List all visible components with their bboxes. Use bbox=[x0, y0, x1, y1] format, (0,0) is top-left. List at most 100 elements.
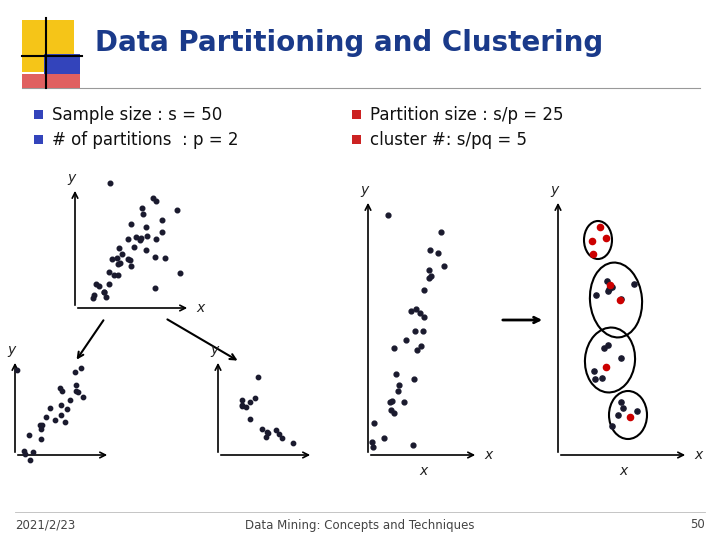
Point bbox=[130, 233, 142, 242]
Point bbox=[35, 435, 47, 443]
Point bbox=[150, 197, 162, 206]
Point bbox=[390, 370, 401, 379]
Point bbox=[140, 223, 152, 232]
Point bbox=[624, 413, 636, 421]
Point bbox=[399, 397, 410, 406]
Text: x: x bbox=[694, 448, 702, 462]
Point bbox=[612, 411, 624, 420]
Point bbox=[423, 274, 434, 282]
Point bbox=[415, 342, 427, 350]
Point bbox=[616, 295, 627, 303]
Text: y: y bbox=[67, 171, 75, 185]
Text: x: x bbox=[419, 464, 427, 478]
Point bbox=[116, 249, 127, 258]
Point bbox=[37, 421, 48, 429]
Point bbox=[389, 409, 400, 417]
Point bbox=[589, 374, 600, 383]
Point bbox=[597, 374, 608, 382]
Point bbox=[367, 443, 379, 451]
Point bbox=[287, 438, 299, 447]
Point bbox=[595, 223, 606, 232]
Point bbox=[69, 367, 81, 376]
Point bbox=[615, 397, 626, 406]
Point bbox=[122, 235, 133, 244]
Point bbox=[603, 285, 615, 294]
Point bbox=[387, 397, 398, 406]
Point bbox=[49, 416, 60, 424]
Point bbox=[141, 232, 153, 240]
Point bbox=[150, 235, 162, 244]
Point bbox=[236, 402, 248, 410]
Point bbox=[125, 261, 137, 270]
Point bbox=[91, 279, 102, 288]
Point bbox=[40, 412, 52, 421]
Point bbox=[156, 215, 168, 224]
Point bbox=[137, 204, 148, 213]
Point bbox=[112, 260, 123, 269]
Point bbox=[149, 253, 161, 261]
Point bbox=[148, 194, 159, 202]
Point bbox=[379, 434, 390, 443]
Point bbox=[600, 233, 611, 242]
Point bbox=[598, 343, 609, 352]
Point bbox=[412, 346, 423, 355]
Point bbox=[156, 228, 168, 237]
Point bbox=[24, 456, 35, 464]
Point bbox=[586, 237, 598, 245]
Point bbox=[424, 245, 436, 254]
Point bbox=[114, 259, 125, 267]
Point bbox=[240, 402, 251, 411]
Point bbox=[260, 433, 271, 442]
Point bbox=[631, 407, 643, 415]
Point bbox=[602, 287, 613, 295]
Point bbox=[19, 450, 31, 458]
Point bbox=[405, 307, 417, 315]
Point bbox=[55, 401, 66, 410]
Point bbox=[408, 375, 419, 383]
Point bbox=[103, 280, 114, 288]
Point bbox=[410, 305, 422, 313]
Point bbox=[369, 418, 380, 427]
Point bbox=[87, 294, 99, 302]
Point bbox=[106, 255, 117, 264]
Point bbox=[55, 383, 66, 392]
Bar bbox=[352, 110, 361, 119]
Point bbox=[432, 248, 444, 257]
Point bbox=[606, 422, 618, 430]
Point bbox=[628, 280, 639, 288]
Point bbox=[174, 269, 186, 278]
Point bbox=[99, 287, 110, 296]
Point bbox=[125, 219, 137, 228]
Point bbox=[61, 405, 73, 414]
Point bbox=[76, 363, 87, 372]
Bar bbox=[34, 135, 43, 144]
Text: x: x bbox=[196, 301, 204, 315]
Point bbox=[59, 417, 71, 426]
Point bbox=[601, 276, 613, 285]
Point bbox=[436, 228, 447, 237]
Point bbox=[408, 441, 419, 449]
Bar bbox=[352, 135, 361, 144]
Point bbox=[604, 281, 616, 289]
Point bbox=[418, 327, 429, 335]
Point bbox=[24, 431, 35, 440]
Point bbox=[249, 394, 261, 402]
Point bbox=[276, 434, 287, 442]
Point bbox=[56, 387, 68, 395]
Point bbox=[244, 398, 256, 407]
Point bbox=[18, 447, 30, 456]
Point bbox=[140, 246, 152, 254]
Point bbox=[423, 266, 435, 275]
Point bbox=[171, 205, 182, 214]
Point bbox=[425, 272, 436, 280]
Point bbox=[98, 288, 109, 296]
Point bbox=[89, 291, 100, 300]
Point bbox=[72, 388, 84, 396]
Point bbox=[70, 386, 81, 395]
Point bbox=[77, 393, 89, 401]
Point bbox=[245, 415, 256, 424]
Point bbox=[602, 341, 613, 349]
Point bbox=[392, 387, 403, 395]
Text: x: x bbox=[619, 464, 627, 478]
Text: Partition size : s/p = 25: Partition size : s/p = 25 bbox=[370, 106, 564, 124]
